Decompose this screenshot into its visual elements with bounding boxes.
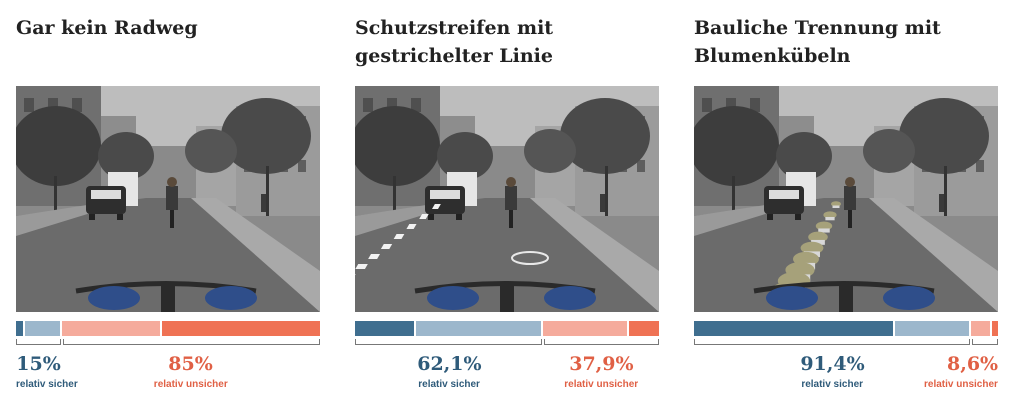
unsafe-percentage: 85%: [168, 353, 213, 375]
bar-segment-very-unsafe: [628, 321, 659, 336]
street-scene-image: [355, 86, 659, 312]
safe-bracket: [355, 339, 543, 345]
bar-segment-rather-unsafe: [61, 321, 162, 336]
bar-segment-rather-unsafe: [970, 321, 992, 336]
panel-dashed-lane: Schutzstreifen mit gestrichelter Linie 6…: [355, 0, 659, 406]
panel-no-bike-lane: Gar kein Radweg 15% relativ sicher 85% r…: [16, 0, 320, 406]
safety-stacked-bar: [16, 321, 320, 336]
panel-title: Gar kein Radweg: [16, 17, 198, 39]
safe-label: relativ sicher: [801, 379, 864, 390]
unsafe-bracket: [971, 339, 998, 345]
bar-segment-rather-safe: [25, 321, 62, 336]
safe-percentage: 62,1%: [417, 353, 482, 375]
street-scene-image: [694, 86, 998, 312]
unsafe-label: relativ unsicher: [564, 379, 639, 390]
bar-segment-rather-safe: [894, 321, 971, 336]
safe-label: relativ sicher: [418, 379, 480, 390]
safe-bracket: [694, 339, 970, 345]
bar-segment-rather-safe: [415, 321, 544, 336]
safe-label: relativ sicher: [16, 379, 78, 390]
unsafe-percentage: 37,9%: [569, 353, 634, 375]
bar-segment-very-safe: [355, 321, 416, 336]
unsafe-bracket: [62, 339, 320, 345]
bar-segment-very-unsafe: [991, 321, 998, 336]
safety-stacked-bar: [355, 321, 659, 336]
bar-segment-very-unsafe: [161, 321, 320, 336]
bar-segment-very-safe: [16, 321, 26, 336]
unsafe-label: relativ unsicher: [924, 379, 998, 390]
panel-title: Schutzstreifen mit gestrichelter Linie: [355, 17, 554, 67]
street-scene-image: [16, 86, 320, 312]
unsafe-label: relativ unsicher: [153, 379, 228, 390]
safe-percentage: 15%: [16, 353, 61, 375]
unsafe-bracket: [544, 339, 659, 345]
safe-bracket: [16, 339, 61, 345]
safety-stacked-bar: [694, 321, 998, 336]
panel-planters: Bauliche Trennung mit Blumenkübeln 91,4%…: [694, 0, 998, 406]
safe-percentage: 91,4%: [800, 353, 865, 375]
panel-title: Bauliche Trennung mit Blumenkübeln: [694, 17, 941, 67]
bar-segment-rather-unsafe: [543, 321, 629, 336]
bar-segment-very-safe: [694, 321, 895, 336]
unsafe-percentage: 8,6%: [947, 353, 999, 375]
